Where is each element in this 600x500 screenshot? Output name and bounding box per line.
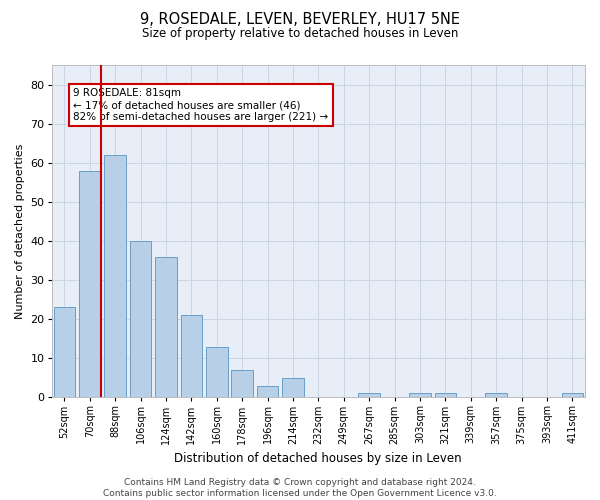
Y-axis label: Number of detached properties: Number of detached properties xyxy=(15,144,25,319)
Bar xyxy=(206,346,227,398)
Bar xyxy=(257,386,278,398)
X-axis label: Distribution of detached houses by size in Leven: Distribution of detached houses by size … xyxy=(175,452,462,465)
Bar xyxy=(434,394,456,398)
Bar xyxy=(130,241,151,398)
Bar xyxy=(358,394,380,398)
Bar xyxy=(104,155,126,398)
Bar xyxy=(79,170,101,398)
Bar xyxy=(181,315,202,398)
Text: 9 ROSEDALE: 81sqm
← 17% of detached houses are smaller (46)
82% of semi-detached: 9 ROSEDALE: 81sqm ← 17% of detached hous… xyxy=(73,88,328,122)
Bar xyxy=(409,394,431,398)
Bar xyxy=(155,256,177,398)
Text: 9, ROSEDALE, LEVEN, BEVERLEY, HU17 5NE: 9, ROSEDALE, LEVEN, BEVERLEY, HU17 5NE xyxy=(140,12,460,28)
Text: Contains HM Land Registry data © Crown copyright and database right 2024.
Contai: Contains HM Land Registry data © Crown c… xyxy=(103,478,497,498)
Bar xyxy=(282,378,304,398)
Bar xyxy=(485,394,507,398)
Bar xyxy=(232,370,253,398)
Text: Size of property relative to detached houses in Leven: Size of property relative to detached ho… xyxy=(142,28,458,40)
Bar xyxy=(562,394,583,398)
Bar xyxy=(53,308,75,398)
